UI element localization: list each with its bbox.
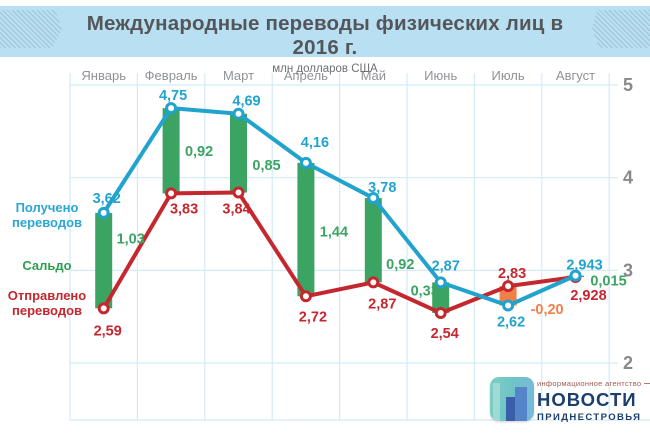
received-value-label: 4,69 [232, 94, 260, 110]
logo-icon-bar [506, 397, 515, 421]
news-agency-logo: информационное агентство НОВОСТИ ПРИДНЕС… [490, 377, 650, 423]
month-label: Январь [81, 68, 126, 83]
sent-data-point [502, 280, 515, 293]
header-banner: Международные переводы физических лиц в … [0, 6, 650, 75]
received-data-point [165, 102, 178, 115]
sent-value-label: 2,54 [431, 326, 459, 342]
saldo-bar [297, 162, 315, 297]
hatch-decoration-right [592, 10, 650, 48]
chart-title: Международные переводы физических лиц в … [86, 12, 564, 59]
month-label: Июль [492, 68, 525, 83]
y-axis-tick-label: 5 [623, 75, 633, 95]
month-label: Август [556, 68, 595, 83]
chart-subtitle: млн долларов США [272, 63, 378, 75]
sent-value-label: 2,72 [299, 309, 327, 325]
received-value-label: 3,62 [93, 191, 121, 207]
legend-received-transfers: Получено переводов [11, 200, 83, 231]
saldo-bar [230, 113, 247, 193]
received-data-point [97, 206, 110, 219]
saldo-value-label: 0,92 [386, 257, 414, 273]
sent-value-label: 3,84 [222, 201, 250, 217]
saldo-bar [162, 108, 180, 194]
sent-value-label: 2,87 [368, 296, 396, 312]
logo-text-block: информационное агентство НОВОСТИ ПРИДНЕС… [537, 377, 650, 423]
y-axis-tick-label: 4 [623, 168, 633, 188]
received-data-point [569, 269, 582, 282]
saldo-value-label: 0,92 [185, 144, 213, 160]
received-value-label: 2,62 [497, 315, 525, 331]
saldo-value-label: 1,44 [320, 225, 348, 241]
sent-data-point [367, 276, 380, 289]
month-label: Май [361, 68, 386, 83]
sent-value-label: 3,83 [170, 201, 198, 217]
legend-saldo: Сальдо [22, 258, 72, 273]
logo-tagline: информационное агентство [537, 379, 650, 388]
received-data-point [367, 192, 380, 205]
sent-value-label: 2,59 [94, 323, 122, 339]
sent-value-label: 2,928 [570, 288, 606, 304]
y-axis-tick-label: 2 [623, 353, 633, 373]
saldo-bar [95, 212, 113, 309]
month-label: Март [223, 68, 254, 83]
received-value-label: 4,75 [159, 88, 187, 104]
logo-region: ПРИДНЕСТРОВЬЯ [537, 411, 642, 423]
received-value-label: 2,87 [432, 258, 460, 274]
received-data-point [502, 299, 515, 312]
logo-tagline-text: информационное агентство [537, 379, 642, 388]
hatch-decoration-left [0, 10, 62, 48]
saldo-bar [432, 282, 450, 313]
month-label: Апрель [284, 68, 328, 83]
received-value-label: 2,943 [566, 258, 602, 274]
received-data-point [299, 156, 312, 169]
logo-bar-chart-icon [490, 377, 534, 421]
saldo-value-label: -0,20 [531, 302, 564, 318]
saldo-value-label: 1,03 [117, 232, 145, 248]
month-label: Февраль [145, 68, 198, 83]
received-data-point [232, 107, 245, 120]
sent-data-point [434, 306, 447, 319]
saldo-value-label: 0,33 [411, 284, 439, 300]
legend-sent-transfers: Отправлено переводов [7, 288, 87, 319]
sent-value-label: 2,83 [498, 266, 526, 282]
received-value-label: 3,78 [368, 180, 396, 196]
saldo-value-label: 0,85 [252, 158, 280, 174]
sent-data-point [165, 187, 178, 200]
logo-icon-bar [493, 383, 500, 421]
month-label: Июнь [424, 68, 457, 83]
received-data-point [434, 276, 447, 289]
sent-data-point [232, 186, 245, 199]
sent-data-point [299, 290, 312, 303]
saldo-value-label: 0,015 [590, 273, 626, 289]
received-value-label: 4,16 [301, 135, 329, 151]
sent-data-point [97, 302, 110, 315]
logo-name: НОВОСТИ [537, 389, 637, 410]
logo-icon-bar [515, 387, 527, 421]
received-line [101, 106, 578, 308]
saldo-bar [364, 198, 382, 283]
y-axis-tick-label: 3 [623, 260, 633, 280]
sent-line [101, 190, 578, 315]
saldo-bar [499, 286, 517, 306]
